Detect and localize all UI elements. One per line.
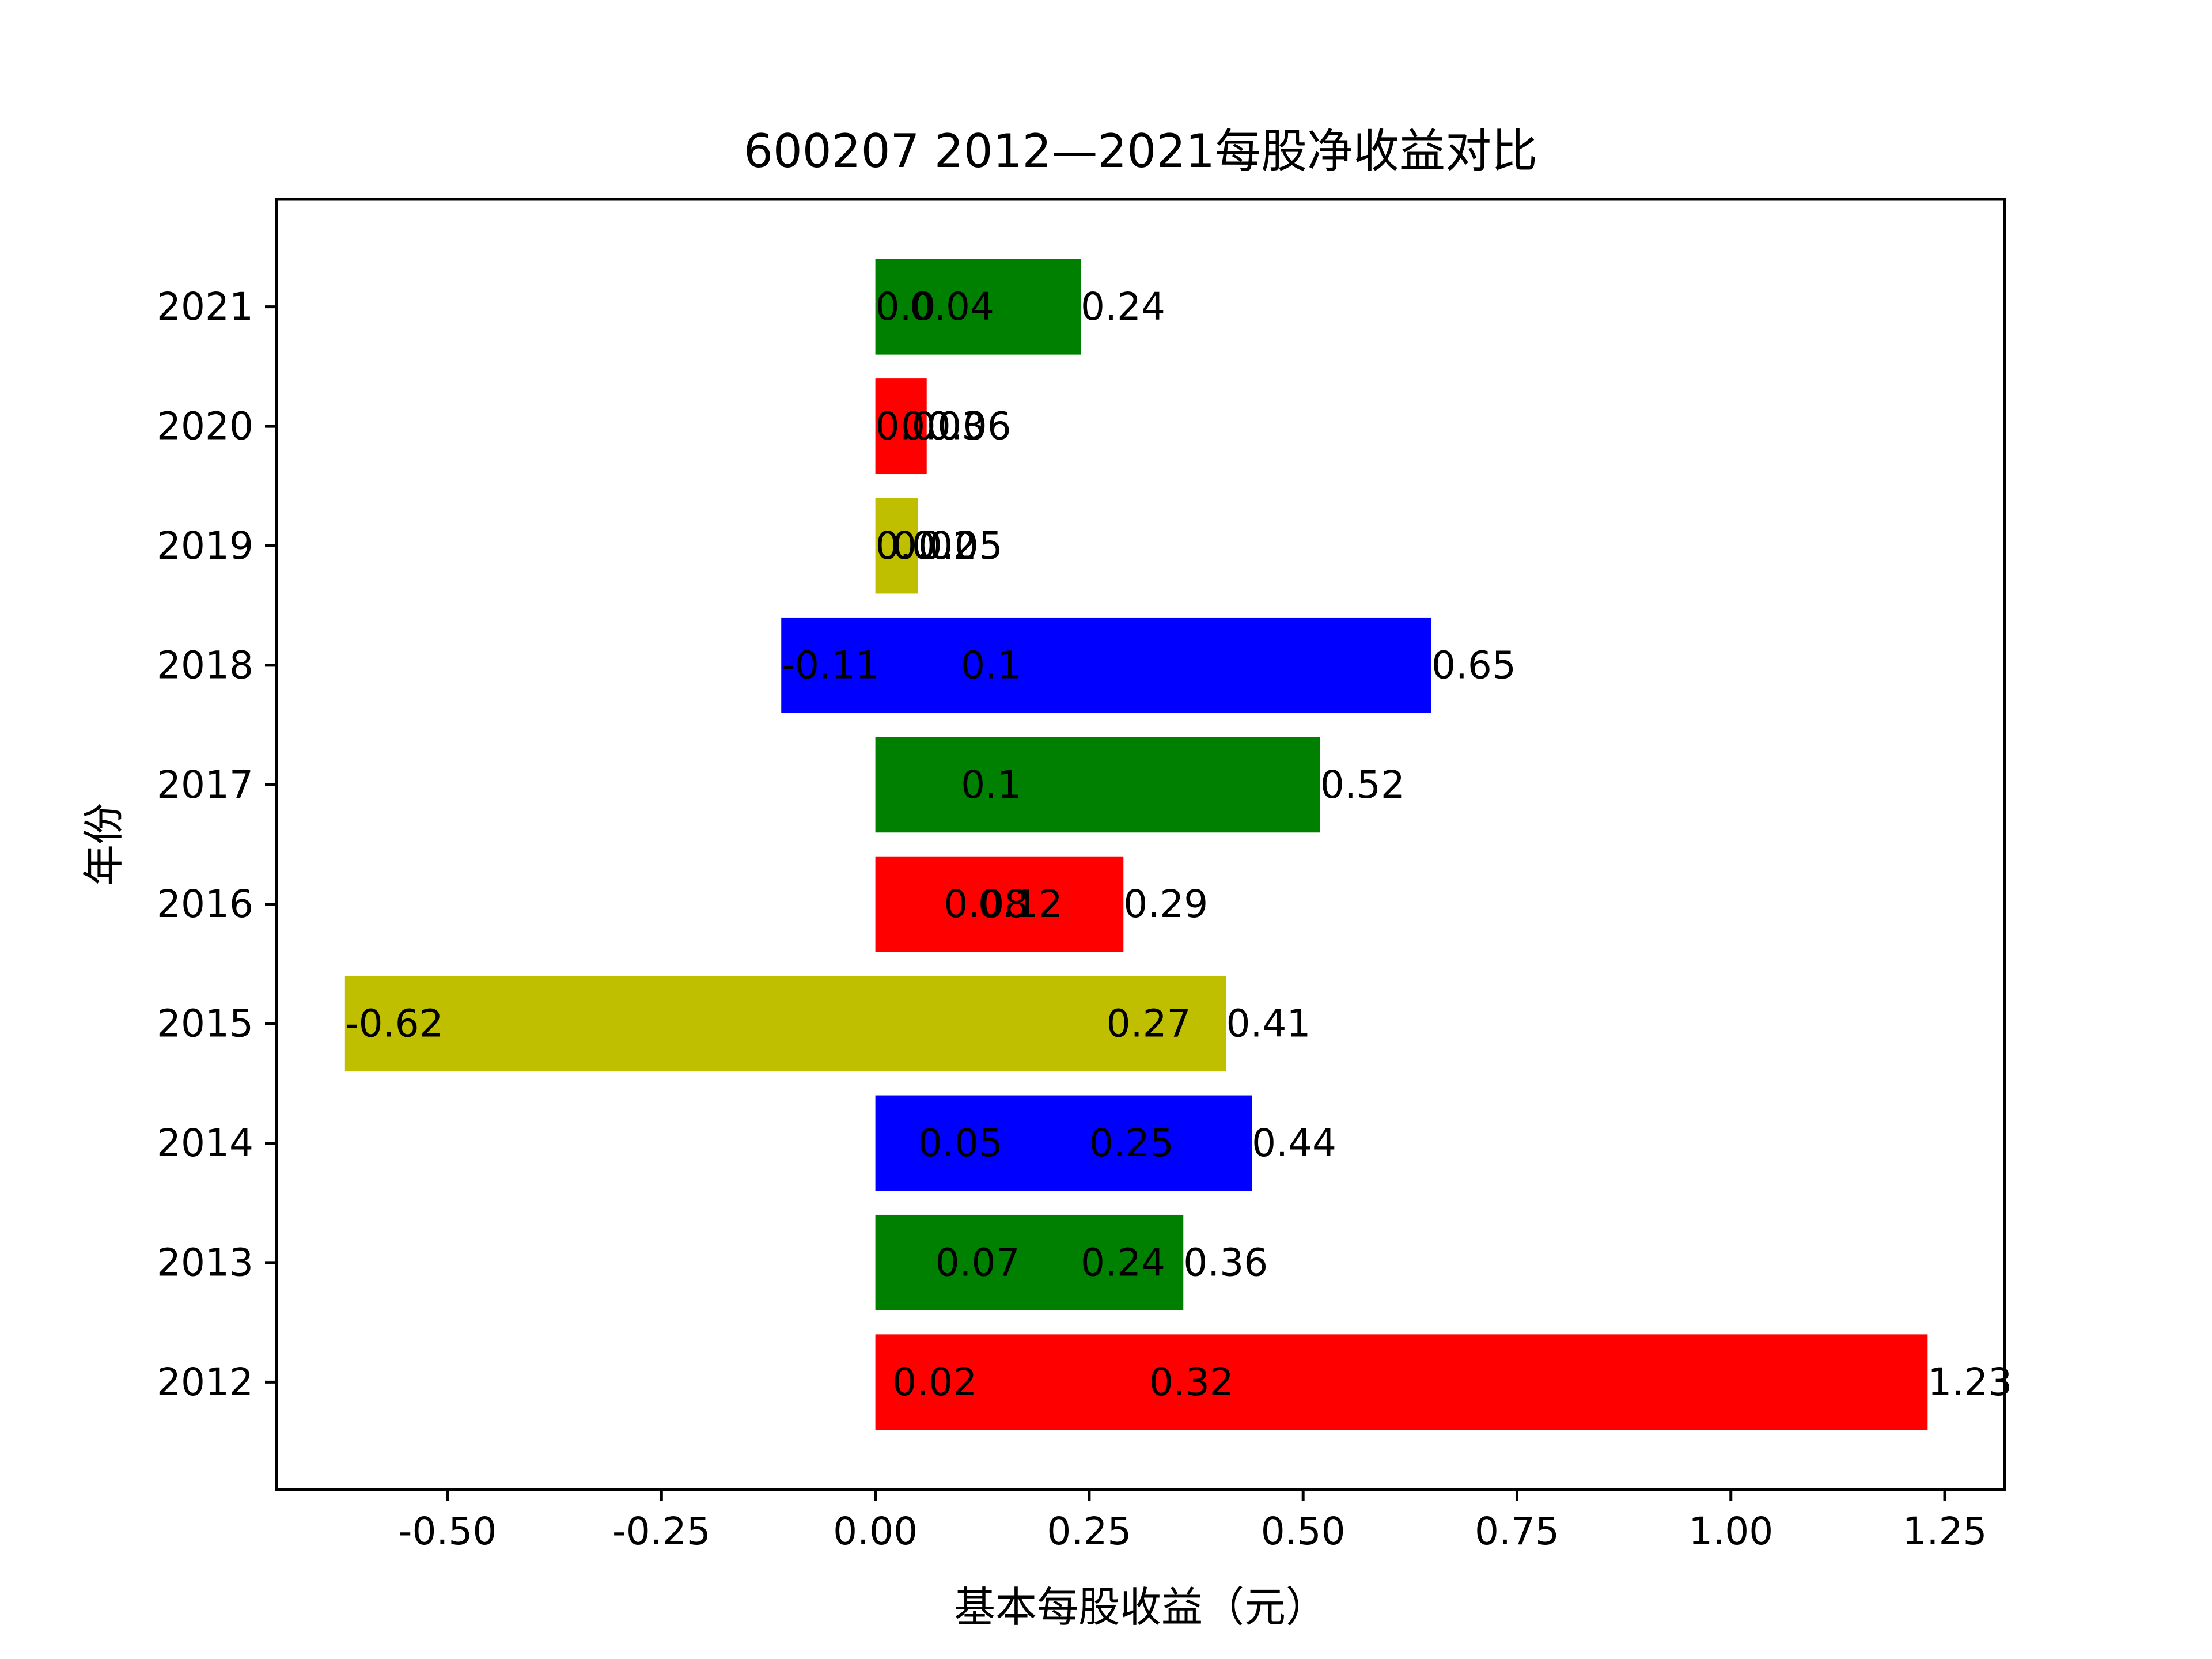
y-tick-label: 2019 [157, 524, 253, 568]
data-label-2020-25: 0.06 [927, 404, 1012, 449]
y-tick-label: 2016 [157, 882, 253, 926]
data-label-2017-16: 0.52 [1320, 763, 1405, 807]
bar-2019 [875, 498, 918, 594]
x-axis-label: 基本每股收益（元） [954, 1583, 1327, 1631]
data-label-2018-17: -0.11 [781, 643, 880, 687]
data-label-2015-10: 0.27 [1107, 1002, 1191, 1046]
bar-2017 [875, 737, 1320, 833]
data-label-2019-22: 0.05 [918, 524, 1003, 568]
x-tick-label: 1.00 [1688, 1509, 1773, 1554]
bar-2012 [875, 1334, 1928, 1430]
plot-frame [275, 198, 2006, 1491]
data-label-2014-6: 0.05 [918, 1121, 1003, 1165]
x-tick-label: 0.75 [1475, 1509, 1559, 1554]
y-tick-label: 2012 [157, 1360, 253, 1404]
x-axis: -0.50 -0.25 0.00 0.25 0.50 0.75 1.00 1.25 [399, 1490, 1987, 1554]
y-tick-label: 2015 [157, 1002, 253, 1046]
data-label-2014-7: 0.25 [1089, 1121, 1174, 1165]
data-label-2021-28: 0.24 [1081, 285, 1165, 329]
x-tick-label: 0.50 [1261, 1509, 1346, 1554]
data-label-2019-20: 0.0 [876, 524, 936, 568]
y-tick-label: 2020 [157, 404, 253, 449]
data-label-2018-19: 0.65 [1431, 643, 1516, 687]
x-tick-label: 0.00 [833, 1509, 918, 1554]
y-tick-label: 2017 [157, 763, 253, 807]
data-label-2016-14: 0.29 [1123, 882, 1208, 926]
bars-layer [344, 259, 1928, 1430]
y-axis-label: 年份 [79, 803, 128, 886]
data-labels-layer: 0.02 0.32 1.23 0.07 0.24 0.36 0.05 0.25 0.44 -0.6… [345, 285, 2012, 1404]
y-axis: 2012 2013 2014 2015 2016 2017 2018 2019 2020 2021 [157, 285, 276, 1404]
data-label-2012-2: 1.23 [1927, 1360, 2012, 1404]
data-label-2021-27: 0.04 [910, 285, 994, 329]
data-label-2018-18: 0.1 [961, 643, 1021, 687]
x-tick-label: -0.50 [399, 1509, 497, 1554]
data-label-2020-23: 0.0 [876, 404, 936, 449]
data-label-2017-15: 0.1 [961, 763, 1021, 807]
y-tick-label: 2013 [157, 1240, 253, 1285]
y-tick-label: 2021 [157, 285, 253, 329]
bar-2016 [875, 856, 1124, 952]
data-label-2012-0: 0.02 [892, 1360, 977, 1404]
data-label-2015-11: 0.41 [1226, 1002, 1311, 1046]
bar-2018 [781, 617, 1431, 713]
data-label-2012-1: 0.32 [1149, 1360, 1234, 1404]
y-tick-label: 2014 [157, 1121, 253, 1165]
data-label-2019-21: 0.02 [892, 524, 977, 568]
data-label-2021-26: 0.0 [876, 285, 936, 329]
bar-2021 [875, 259, 1081, 355]
bar-2020 [875, 378, 927, 475]
data-label-2013-4: 0.24 [1081, 1240, 1165, 1285]
data-label-2016-13: 0.12 [978, 882, 1063, 926]
data-label-2016-12: 0.08 [944, 882, 1028, 926]
data-label-2013-3: 0.07 [935, 1240, 1020, 1285]
bar-2014 [875, 1095, 1252, 1191]
chart-title: 600207 2012—2021每股净收益对比 [744, 124, 1537, 178]
data-label-2020-24: 0.03 [901, 404, 986, 449]
bar-2015 [344, 976, 1226, 1072]
x-tick-label: 1.25 [1903, 1509, 1987, 1554]
y-tick-label: 2018 [157, 643, 253, 687]
data-label-2015-9: -0.62 [345, 1002, 444, 1046]
data-label-2013-5: 0.36 [1183, 1240, 1268, 1285]
x-tick-label: 0.25 [1047, 1509, 1131, 1554]
x-tick-label: -0.25 [612, 1509, 711, 1554]
bar-2013 [875, 1214, 1184, 1310]
data-label-2014-8: 0.44 [1252, 1121, 1336, 1165]
